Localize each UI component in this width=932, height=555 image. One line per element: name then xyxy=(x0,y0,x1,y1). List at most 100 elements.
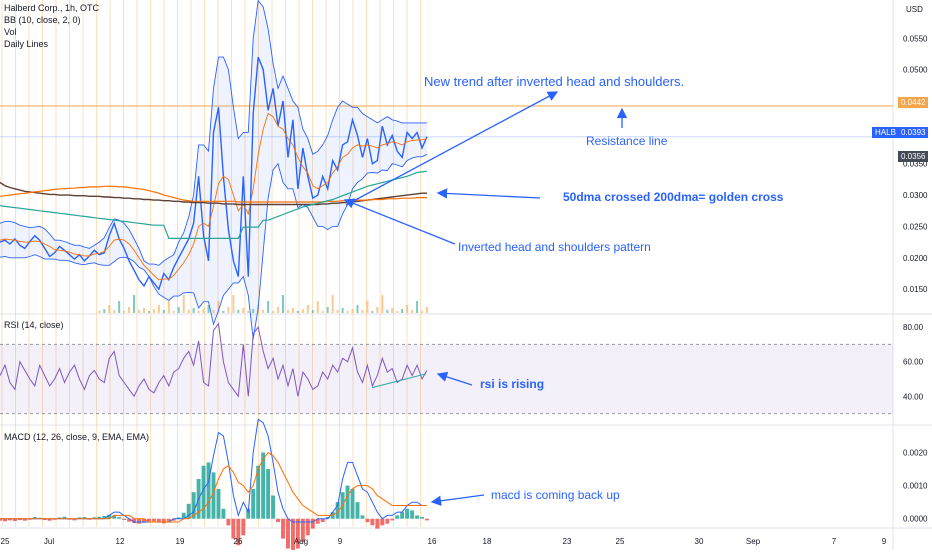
volume-bar xyxy=(277,307,280,313)
time-axis-tick: 26 xyxy=(234,537,243,546)
volume-bar xyxy=(386,310,389,313)
macd-histogram-bar xyxy=(82,517,87,519)
last-price-tag: 0.0393 xyxy=(898,127,929,138)
volume-bar xyxy=(98,311,101,313)
volume-bar xyxy=(291,308,294,313)
volume-bar xyxy=(118,301,121,313)
volume-bar xyxy=(142,308,145,313)
annotation-rsi-rising: rsi is rising xyxy=(480,377,545,391)
volume-bar xyxy=(152,309,155,313)
volume-bar xyxy=(197,311,200,313)
macd-histogram-bar xyxy=(156,518,161,523)
arrow-golden-cross xyxy=(436,188,541,199)
macd-histogram-bar xyxy=(261,452,266,519)
volume-bar xyxy=(411,310,414,313)
macd-histogram-bar xyxy=(415,515,420,519)
volume-bar xyxy=(361,310,364,313)
volume-bar xyxy=(103,309,106,313)
macd-histogram-bar xyxy=(181,512,186,519)
macd-histogram-bar xyxy=(276,518,281,523)
series-200-ma xyxy=(0,181,427,206)
macd-histogram-bar xyxy=(12,518,17,522)
annotation-golden-cross: 50dma crossed 200dma= golden cross xyxy=(563,190,784,204)
volume-bar xyxy=(306,305,309,313)
macd-histogram-bar xyxy=(420,517,424,519)
price-axis-tick: 0.0350 xyxy=(903,160,928,169)
volume-bar xyxy=(237,310,240,313)
macd-histogram-bar xyxy=(350,488,355,519)
macd-histogram-bar xyxy=(3,518,7,522)
time-axis-tick: 9 xyxy=(882,537,887,546)
annotation-new-trend: New trend after inverted head and should… xyxy=(424,74,685,89)
series-bb-basis xyxy=(0,112,428,281)
macd-histogram-bar xyxy=(320,518,325,523)
macd-histogram-bar xyxy=(97,516,102,519)
volume-bar xyxy=(252,309,255,313)
bb-legend[interactable]: BB (10, close, 2, 0) xyxy=(4,15,81,25)
volume-bar xyxy=(182,295,185,313)
macd-histogram-bar xyxy=(271,495,276,519)
macd-histogram-bar xyxy=(57,517,62,519)
macd-histogram-bar xyxy=(112,515,117,519)
macd-histogram-bar xyxy=(290,518,295,552)
volume-bar xyxy=(167,301,170,313)
macd-histogram-bar xyxy=(87,518,92,520)
macd-histogram-bar xyxy=(216,488,221,519)
time-axis-tick: 9 xyxy=(338,537,343,546)
volume-bar xyxy=(396,311,399,313)
daily-lines-legend[interactable]: Daily Lines xyxy=(4,39,49,49)
symbol-title[interactable]: Halberd Corp., 1h, OTC xyxy=(4,3,100,13)
resistance-price-tag: 0.0442 xyxy=(898,97,929,108)
volume-bar xyxy=(426,307,428,313)
vol-legend[interactable]: Vol xyxy=(4,27,17,37)
macd-histogram-bar xyxy=(171,518,176,521)
macd-histogram-bar xyxy=(335,502,340,519)
volume-bar xyxy=(247,311,250,313)
volume-bar xyxy=(356,305,359,313)
arrow-new-trend xyxy=(345,91,559,206)
halb-symbol-tag: HALB xyxy=(872,127,899,138)
macd-legend[interactable]: MACD (12, 26, close, 9, EMA, EMA) xyxy=(4,432,150,442)
rsi-legend[interactable]: RSI (14, close) xyxy=(4,320,64,330)
volume-bar xyxy=(391,308,394,313)
macd-histogram-bar xyxy=(0,518,2,521)
price-axis-tick: 0.0250 xyxy=(903,222,928,231)
time-axis-tick: Jul xyxy=(44,537,54,546)
series-halb xyxy=(0,56,428,291)
volume-bar xyxy=(133,295,136,313)
volume-bar xyxy=(351,309,354,313)
volume-bar xyxy=(401,309,404,313)
macd-histogram-bar xyxy=(236,518,241,546)
series-bb-upper xyxy=(0,0,427,266)
price-axis-tick: 0.0500 xyxy=(903,66,928,75)
bollinger-band-fill xyxy=(0,0,427,340)
macd-histogram-bar xyxy=(281,518,285,539)
volume-bar xyxy=(222,311,225,313)
macd-histogram-bar xyxy=(166,518,171,523)
volume-bar xyxy=(128,307,131,313)
rsi-band xyxy=(0,344,893,414)
macd-histogram-bar xyxy=(385,518,390,524)
time-axis-tick: Aug xyxy=(294,537,308,546)
series-bb-lower xyxy=(0,153,428,340)
volume-bar xyxy=(162,310,165,313)
volume-bar xyxy=(177,307,180,313)
macd-axis-tick: 0.0000 xyxy=(903,515,928,524)
macd-histogram-bar xyxy=(27,518,32,520)
price-axis-tick: 0.0200 xyxy=(903,254,928,263)
volume-bar xyxy=(311,310,314,313)
arrow-macd xyxy=(430,494,485,506)
volume-bar xyxy=(296,311,299,313)
macd-histogram-bar xyxy=(241,518,246,536)
macd-histogram-bar xyxy=(365,518,370,523)
volume-bar xyxy=(192,308,195,313)
arrow-rsi xyxy=(436,371,473,386)
macd-histogram-bar xyxy=(300,518,305,542)
macd-histogram-bar xyxy=(211,472,216,519)
macd-histogram-bar xyxy=(161,518,166,524)
volume-bar xyxy=(212,310,215,313)
volume-bar xyxy=(267,301,270,313)
